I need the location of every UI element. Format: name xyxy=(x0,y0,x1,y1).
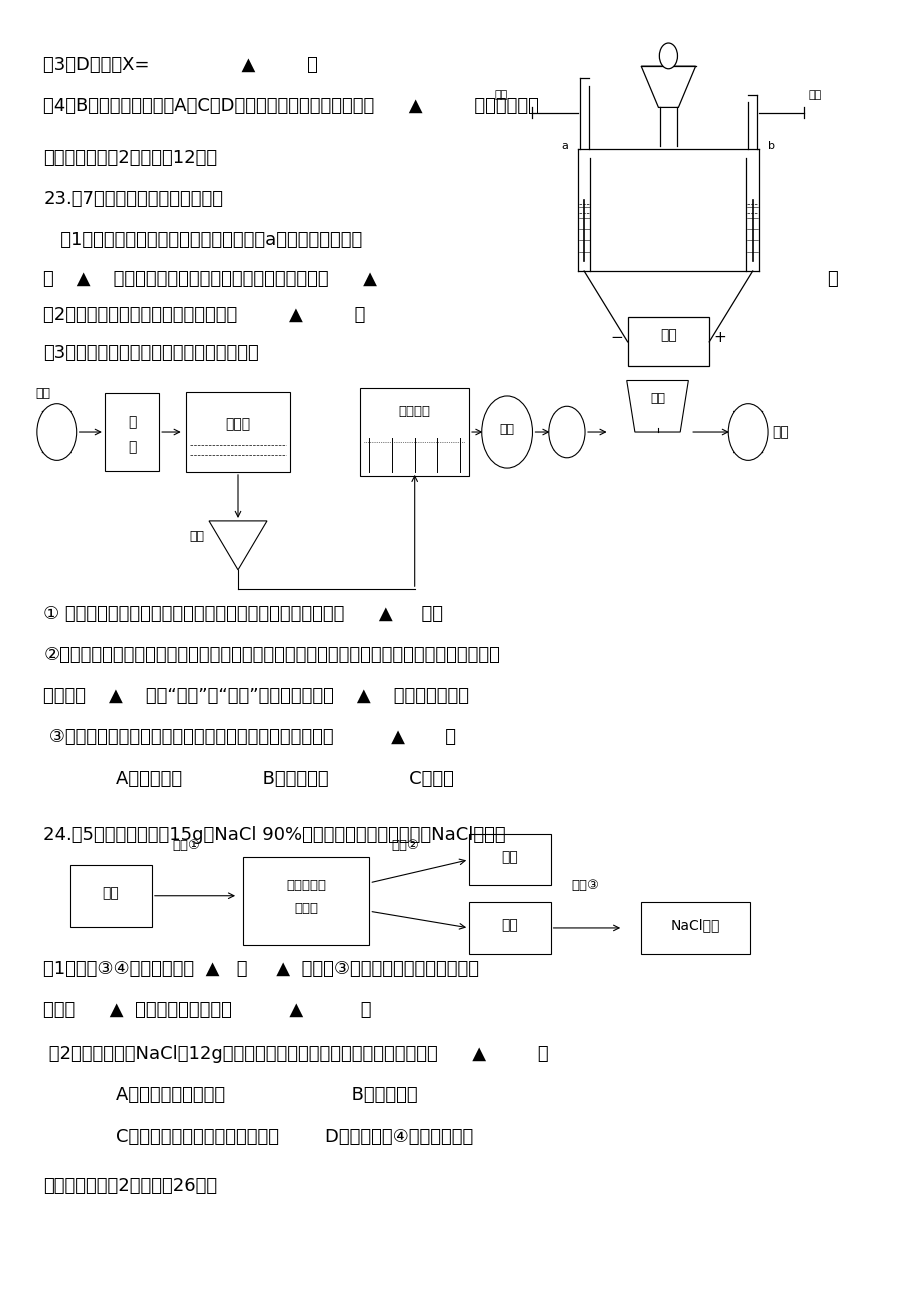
Text: 用户: 用户 xyxy=(772,424,789,439)
Text: C．过滤器中的液面高于滤纸边缘        D．进行操作④时有液体溅出: C．过滤器中的液面高于滤纸边缘 D．进行操作④时有液体溅出 xyxy=(116,1128,472,1146)
Text: 空气氧化: 空气氧化 xyxy=(398,405,430,418)
Text: （2）水常用于灭火，其灭火主要原理是         ▲         。: （2）水常用于灭火，其灭火主要原理是 ▲ 。 xyxy=(43,306,365,324)
Text: （3）下图是某自来水厂净水过程的示意图：: （3）下图是某自来水厂净水过程的示意图： xyxy=(43,345,258,362)
FancyBboxPatch shape xyxy=(186,392,289,471)
Text: 粗盐: 粗盐 xyxy=(103,887,119,900)
Text: +: + xyxy=(713,331,726,345)
Text: 水可能为    ▲    （填“硬水”或“软水”），生活中可用    ▲    的方法来净化；: 水可能为 ▲ （填“硬水”或“软水”），生活中可用 ▲ 的方法来净化； xyxy=(43,687,469,706)
Text: 泥沙: 泥沙 xyxy=(501,850,517,865)
Text: ① 在沙滤过程中加入一些活性炭除去杂质，是利用了活性炭的      ▲     性；: ① 在沙滤过程中加入一些活性炭除去杂质，是利用了活性炭的 ▲ 性； xyxy=(43,604,443,622)
Circle shape xyxy=(482,396,532,469)
Polygon shape xyxy=(209,521,267,570)
FancyBboxPatch shape xyxy=(641,902,749,953)
Text: 沙滤: 沙滤 xyxy=(189,530,204,543)
Text: ②小玲打来河水，用肥皂洗衣服时发现泡沫很少，且有浮渣，衣服洗不干净。据此推测当地的河: ②小玲打来河水，用肥皂洗衣服时发现泡沫很少，且有浮渣，衣服洗不干净。据此推测当地… xyxy=(43,646,500,664)
Text: （4）B粒子的化学性质与A、C、D中哪一种粒子的化学性质相似      ▲         （填序号）。: （4）B粒子的化学性质与A、C、D中哪一种粒子的化学性质相似 ▲ （填序号）。 xyxy=(43,98,539,115)
Text: 活塞: 活塞 xyxy=(808,90,822,100)
Text: −: − xyxy=(609,331,622,345)
Text: 四、（本题包括2小题，入12分）: 四、（本题包括2小题，入12分） xyxy=(43,148,217,167)
Text: 混合液: 混合液 xyxy=(294,902,318,915)
FancyBboxPatch shape xyxy=(360,388,469,475)
Polygon shape xyxy=(641,66,695,108)
Text: 沉淠池: 沉淠池 xyxy=(225,418,250,431)
Text: a: a xyxy=(562,141,568,151)
Circle shape xyxy=(659,43,676,69)
Text: 为    ▲    （填名称），水中加入少量氢氧化钓的目的是      ▲: 为 ▲ （填名称），水中加入少量氢氧化钓的目的是 ▲ xyxy=(43,270,377,288)
Circle shape xyxy=(728,404,767,461)
Text: 操作②: 操作② xyxy=(391,838,419,852)
Text: 电源: 电源 xyxy=(659,328,676,342)
FancyBboxPatch shape xyxy=(105,393,159,470)
Text: 活塞: 活塞 xyxy=(494,90,507,100)
Polygon shape xyxy=(626,380,687,432)
Text: （3）D原子中X=                ▲         ；: （3）D原子中X= ▲ ； xyxy=(43,56,318,74)
Text: 池: 池 xyxy=(128,440,136,454)
Text: A．自然沉降              B．消毒杀菌              C．沙滤: A．自然沉降 B．消毒杀菌 C．沙滤 xyxy=(116,769,453,788)
Text: （1）右图是实验室电解水实验的装置图，a试管中产生的气体: （1）右图是实验室电解水实验的装置图，a试管中产生的气体 xyxy=(43,230,362,249)
Circle shape xyxy=(549,406,584,458)
Text: NaCl晶体: NaCl晶体 xyxy=(670,918,720,932)
Text: ；: ； xyxy=(826,270,837,288)
Text: A．粗盐没有完全溶解                      B．滤纸破损: A．粗盐没有完全溶解 B．滤纸破损 xyxy=(116,1086,417,1104)
Text: （2）提纯获得的NaCl仁12g，由实验操作不当导致产量偏大的原因可能是      ▲         。: （2）提纯获得的NaCl仁12g，由实验操作不当导致产量偏大的原因可能是 ▲ 。 xyxy=(43,1046,549,1064)
Text: （1）操作③④的名称分别为  ▲   、     ▲  ，操作③用到的玻璃他器有玻璃棒、: （1）操作③④的名称分别为 ▲ 、 ▲ ，操作③用到的玻璃他器有玻璃棒、 xyxy=(43,960,479,978)
Text: 杀菌: 杀菌 xyxy=(499,423,514,436)
Text: b: b xyxy=(767,141,775,151)
FancyBboxPatch shape xyxy=(469,833,550,885)
Text: 23.（7分）水是重要的自然资源。: 23.（7分）水是重要的自然资源。 xyxy=(43,190,223,208)
Text: 24.（5分）兴趣小组将15g含NaCl 90%的粗盐（杂质：泥沙）提纯NaCl固体。: 24.（5分）兴趣小组将15g含NaCl 90%的粗盐（杂质：泥沙）提纯NaCl… xyxy=(43,827,505,844)
Text: 五、（本题包括2小题，入26分）: 五、（本题包括2小题，入26分） xyxy=(43,1177,217,1194)
FancyBboxPatch shape xyxy=(469,902,550,953)
Text: 烧杯、      ▲  ，其中玻璃棒作用是          ▲          。: 烧杯、 ▲ ，其中玻璃棒作用是 ▲ 。 xyxy=(43,1001,371,1019)
Circle shape xyxy=(37,404,76,461)
Text: ③自来水的生产过程包括以下流程，其中发生化学变化的是          ▲       。: ③自来水的生产过程包括以下流程，其中发生化学变化的是 ▲ 。 xyxy=(43,728,456,746)
Text: 含有泥沙的: 含有泥沙的 xyxy=(286,879,325,892)
Text: 溶液: 溶液 xyxy=(501,918,517,932)
Text: 水: 水 xyxy=(128,415,136,428)
FancyBboxPatch shape xyxy=(70,865,152,927)
Text: 操作①: 操作① xyxy=(172,838,200,852)
FancyBboxPatch shape xyxy=(243,857,369,945)
Text: 水槽: 水槽 xyxy=(650,392,664,405)
Text: 操作③: 操作③ xyxy=(571,879,598,892)
FancyBboxPatch shape xyxy=(627,318,709,366)
Text: 进水: 进水 xyxy=(36,387,51,400)
